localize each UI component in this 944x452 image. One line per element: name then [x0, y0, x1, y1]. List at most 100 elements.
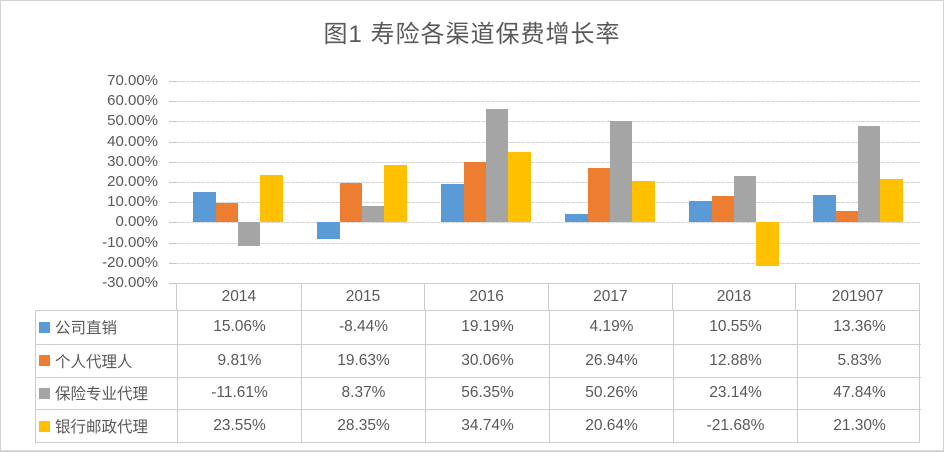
table-value-cell: 50.26%: [549, 376, 673, 410]
y-axis-tick: [169, 101, 176, 103]
table-value-cell: 20.64%: [549, 409, 673, 442]
table-header-cell: 2017: [547, 284, 672, 310]
bar-2016-series-1: [441, 183, 464, 223]
y-axis-tick: [169, 202, 176, 204]
table-header-cell: 2018: [671, 284, 796, 310]
y-axis-tick: [169, 242, 176, 244]
data-table-body: 公司直销 15.06% -8.44% 19.19% 4.19% 10.55% 13.36% 个…: [35, 310, 921, 443]
table-value-cell: 34.74%: [425, 409, 549, 442]
table-header-cell: 2016: [424, 284, 548, 310]
bar-201907-series-2: [835, 210, 858, 223]
y-axis-tick-label: 60.00%: [107, 92, 158, 110]
gridline: [176, 202, 920, 204]
y-axis-tick-label: 10.00%: [107, 193, 158, 211]
bar-2016-series-3: [486, 108, 509, 223]
gridline: [176, 141, 920, 143]
bar-2014-series-4: [260, 174, 283, 223]
bar-2018-series-1: [689, 201, 712, 223]
legend-swatch: [39, 321, 50, 333]
table-value-cell: 9.81%: [177, 343, 301, 377]
table-value-cell: 12.88%: [673, 343, 797, 377]
y-axis-tick: [169, 222, 176, 224]
table-value-cell: 28.35%: [301, 409, 425, 442]
y-axis-tick: [169, 182, 176, 183]
legend-cell: 公司直销: [36, 311, 177, 344]
gridline: [176, 262, 920, 264]
table-value-cell: 30.06%: [425, 343, 549, 377]
y-axis-tick-label: 40.00%: [107, 132, 158, 150]
table-value-cell: 10.55%: [673, 311, 797, 344]
gridline: [176, 81, 920, 82]
table-header-cell: 201907: [795, 284, 919, 310]
y-axis-tick-label: 20.00%: [107, 173, 158, 190]
gridline: [176, 182, 920, 183]
table-value-cell: -21.68%: [673, 409, 797, 442]
y-axis-tick-label: -30.00%: [102, 274, 158, 291]
series-label: 公司直销: [55, 320, 118, 338]
bar-2018-series-2: [711, 196, 734, 223]
bar-2015-series-1: [317, 222, 340, 240]
table-value-cell: 56.35%: [425, 376, 549, 410]
table-value-cell: -11.61%: [177, 376, 301, 410]
bar-2017-series-1: [565, 213, 588, 223]
table-value-cell: 5.83%: [797, 343, 921, 377]
gridline: [176, 161, 920, 163]
bar-2017-series-2: [587, 168, 610, 223]
y-axis-tick: [169, 141, 176, 143]
y-axis-tick-label: -10.00%: [102, 233, 158, 251]
legend-swatch: [39, 387, 50, 399]
legend-cell: 个人代理人: [36, 343, 177, 377]
legend-cell: 保险专业代理: [36, 376, 177, 410]
table-value-cell: 21.30%: [797, 409, 921, 442]
gridline: [176, 222, 920, 224]
bar-201907-series-3: [858, 125, 881, 223]
series-label: 个人代理人: [55, 353, 133, 371]
bar-2014-series-2: [215, 202, 238, 223]
bar-2014-series-3: [238, 222, 261, 246]
data-table-header-row: 2014 2015 2016 2017 2018 201907: [176, 283, 920, 310]
bar-2015-series-4: [384, 165, 407, 223]
table-value-cell: 13.36%: [797, 311, 921, 344]
table-value-cell: 8.37%: [301, 376, 425, 410]
bar-2015-series-3: [362, 205, 385, 223]
bar-2016-series-2: [463, 161, 486, 223]
y-axis-tick: [169, 121, 176, 123]
table-header-cell: 2015: [300, 284, 425, 310]
table-value-cell: -8.44%: [301, 311, 425, 344]
gridline: [176, 101, 920, 103]
bar-201907-series-1: [813, 195, 836, 223]
series-label: 银行邮政代理: [55, 419, 149, 437]
table-value-cell: 19.63%: [301, 343, 425, 377]
y-axis-tick: [169, 161, 176, 163]
bar-2017-series-4: [632, 180, 655, 223]
plot-area: [176, 81, 920, 284]
y-axis-tick: [169, 262, 176, 264]
table-value-cell: 15.06%: [177, 311, 301, 344]
table-value-cell: 4.19%: [549, 311, 673, 344]
table-value-cell: 26.94%: [549, 343, 673, 377]
bar-2016-series-4: [508, 152, 531, 223]
table-value-cell: 19.19%: [425, 311, 549, 344]
y-axis-tick: [169, 283, 176, 284]
y-axis-tick-label: 50.00%: [107, 112, 158, 130]
table-header-cell: 2014: [221, 288, 257, 305]
bar-2014-series-1: [193, 192, 216, 223]
gridline: [176, 121, 920, 123]
bar-201907-series-4: [880, 179, 903, 223]
table-value-cell: 23.14%: [673, 376, 797, 410]
bar-2017-series-3: [610, 120, 633, 223]
y-axis-tick-label: 70.00%: [107, 72, 158, 89]
chart-title: 图1 寿险各渠道保费增长率: [323, 21, 621, 48]
bar-2015-series-2: [339, 182, 362, 223]
series-label: 保险专业代理: [55, 386, 149, 404]
bar-2018-series-3: [734, 175, 757, 223]
gridline: [176, 242, 920, 244]
bar-2018-series-4: [756, 222, 779, 267]
table-value-cell: 23.55%: [177, 409, 301, 442]
legend-cell: 银行邮政代理: [36, 409, 177, 442]
y-axis-tick: [169, 81, 176, 82]
y-axis-tick-label: -20.00%: [102, 253, 158, 271]
y-axis-tick-label: 0.00%: [115, 213, 158, 231]
legend-swatch: [39, 420, 50, 432]
